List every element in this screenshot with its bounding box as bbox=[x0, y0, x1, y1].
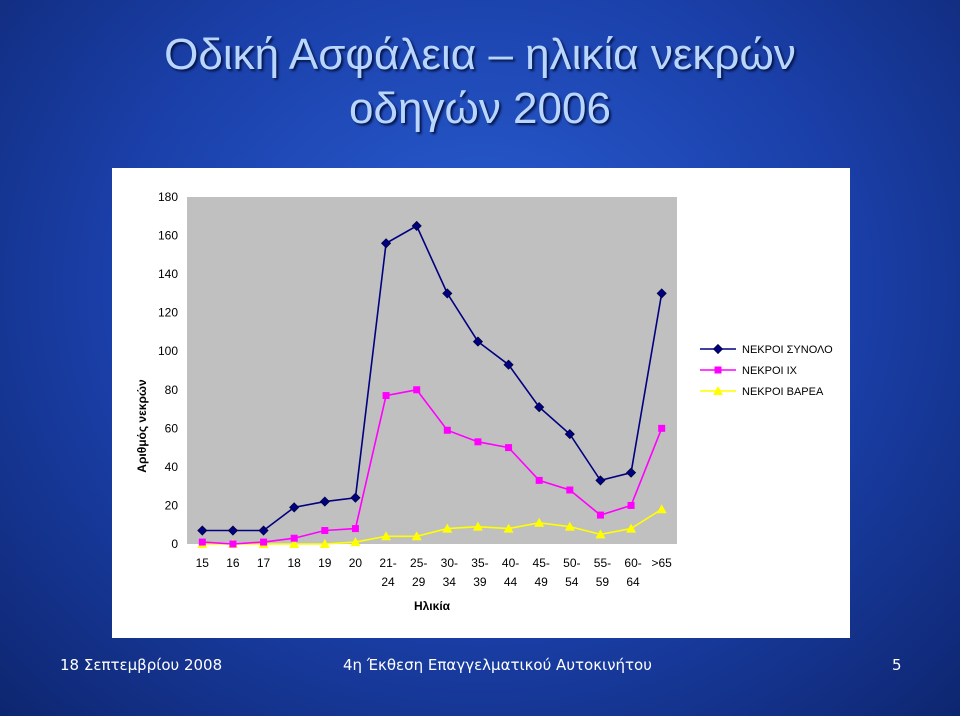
data-point bbox=[626, 523, 637, 533]
data-point bbox=[197, 525, 208, 536]
data-point bbox=[413, 386, 421, 394]
y-axis-label: Αριθμός νεκρών bbox=[135, 379, 149, 473]
y-tick-label: 20 bbox=[165, 498, 179, 512]
y-tick-label: 60 bbox=[165, 421, 179, 435]
slide-title-line1: Οδική Ασφάλεια – ηλικία νεκρών bbox=[164, 30, 796, 79]
x-tick-label: 17 bbox=[257, 556, 271, 570]
x-tick-label: 15 bbox=[196, 556, 210, 570]
data-point bbox=[472, 521, 483, 531]
legend-label: ΝΕΚΡΟΙ ΣΥΝΟΛΟ bbox=[742, 344, 833, 356]
data-point bbox=[350, 537, 361, 547]
y-tick-label: 40 bbox=[165, 460, 179, 474]
x-tick-label: 60-64 bbox=[624, 556, 641, 589]
y-tick-label: 180 bbox=[158, 190, 178, 204]
data-point bbox=[411, 531, 422, 541]
x-tick-label: 35-39 bbox=[471, 556, 488, 589]
legend-marker bbox=[712, 343, 724, 355]
page-number: 5 bbox=[892, 656, 902, 674]
x-axis-ticks: 15 16 17 18 19 20 21-24 25-29 30-34 35-39 40-44 45-… bbox=[196, 556, 673, 589]
data-point bbox=[319, 539, 330, 548]
data-point bbox=[321, 527, 329, 535]
data-point bbox=[289, 539, 300, 548]
data-point bbox=[443, 426, 451, 434]
series-line bbox=[202, 388, 663, 545]
data-point bbox=[658, 424, 666, 432]
data-point bbox=[535, 476, 543, 484]
x-tick-label: >65 bbox=[652, 556, 673, 570]
legend-label: ΝΕΚΡΟΙ ΙΧ bbox=[742, 365, 798, 377]
data-point bbox=[503, 523, 514, 533]
data-point bbox=[258, 525, 269, 536]
legend-label: ΝΕΚΡΟΙ ΒΑΡΕΑ bbox=[742, 386, 824, 398]
data-point bbox=[534, 402, 545, 413]
y-tick-label: 120 bbox=[158, 306, 178, 320]
plot-area bbox=[187, 197, 677, 544]
data-point bbox=[534, 517, 545, 527]
data-point bbox=[442, 523, 453, 533]
data-point bbox=[319, 496, 330, 507]
data-point bbox=[229, 540, 237, 548]
series-0 bbox=[197, 220, 667, 536]
series-line bbox=[202, 508, 663, 545]
data-point bbox=[382, 392, 390, 400]
slide-title: Οδική Ασφάλεια – ηλικία νεκρών οδηγών 20… bbox=[0, 28, 960, 136]
data-point bbox=[627, 501, 635, 509]
y-tick-label: 0 bbox=[171, 537, 178, 551]
footer-date: 18 Σεπτεμβρίου 2008 bbox=[60, 656, 223, 674]
data-point bbox=[566, 486, 574, 494]
data-point bbox=[505, 444, 513, 452]
data-point bbox=[625, 467, 637, 478]
chart-panel: Αριθμός νεκρών Ηλικία 0 20 40 60 80 100 120 140… bbox=[112, 168, 850, 638]
footer-event: 4η Έκθεση Επαγγελματικού Αυτοκινήτου bbox=[343, 656, 652, 674]
y-tick-label: 100 bbox=[158, 344, 178, 358]
data-point bbox=[595, 529, 606, 539]
x-axis-label: Ηλικία bbox=[414, 599, 451, 613]
data-point bbox=[227, 525, 239, 536]
y-tick-label: 160 bbox=[158, 229, 178, 243]
series-layer bbox=[197, 220, 667, 548]
x-tick-label: 40-44 bbox=[502, 556, 519, 589]
x-tick-label: 45-49 bbox=[533, 556, 550, 589]
data-point bbox=[442, 288, 453, 299]
data-point bbox=[351, 525, 359, 533]
data-point bbox=[198, 538, 206, 546]
data-point bbox=[656, 504, 667, 514]
x-tick-label: 19 bbox=[318, 556, 332, 570]
series-line bbox=[202, 224, 663, 532]
data-point bbox=[564, 429, 575, 440]
legend: ΝΕΚΡΟΙ ΣΥΝΟΛΟ ΝΕΚΡΟΙ ΙΧ ΝΕΚΡΟΙ ΒΑΡΕΑ bbox=[696, 334, 846, 406]
data-point bbox=[564, 521, 575, 531]
series-1 bbox=[198, 386, 666, 548]
data-point bbox=[472, 336, 484, 347]
data-point bbox=[350, 492, 361, 503]
y-tick-label: 140 bbox=[158, 267, 178, 281]
legend-marker bbox=[714, 366, 722, 374]
x-tick-label: 16 bbox=[226, 556, 240, 570]
data-point bbox=[656, 288, 667, 299]
data-point bbox=[411, 220, 422, 231]
x-tick-label: 55-59 bbox=[594, 556, 611, 589]
data-point bbox=[380, 238, 392, 249]
data-point bbox=[596, 511, 604, 519]
y-axis-ticks: 0 20 40 60 80 100 120 140 160 180 bbox=[158, 190, 178, 551]
series-2 bbox=[197, 504, 667, 548]
x-tick-label: 50-54 bbox=[563, 556, 580, 589]
slide-title-line2: οδηγών 2006 bbox=[349, 84, 611, 133]
y-tick-label: 80 bbox=[165, 383, 179, 397]
x-tick-label: 30-34 bbox=[441, 556, 458, 589]
data-point bbox=[289, 502, 300, 513]
x-tick-label: 25-29 bbox=[410, 556, 427, 589]
data-point bbox=[260, 538, 268, 546]
x-tick-label: 21-24 bbox=[379, 556, 396, 589]
data-point bbox=[290, 534, 298, 542]
data-point bbox=[503, 359, 514, 370]
x-tick-label: 18 bbox=[288, 556, 302, 570]
data-point bbox=[474, 438, 482, 446]
x-tick-label: 20 bbox=[349, 556, 363, 570]
line-chart: Αριθμός νεκρών Ηλικία 0 20 40 60 80 100 120 140… bbox=[135, 190, 846, 613]
data-point bbox=[595, 475, 606, 486]
data-point bbox=[381, 531, 392, 541]
legend-marker bbox=[713, 386, 723, 395]
